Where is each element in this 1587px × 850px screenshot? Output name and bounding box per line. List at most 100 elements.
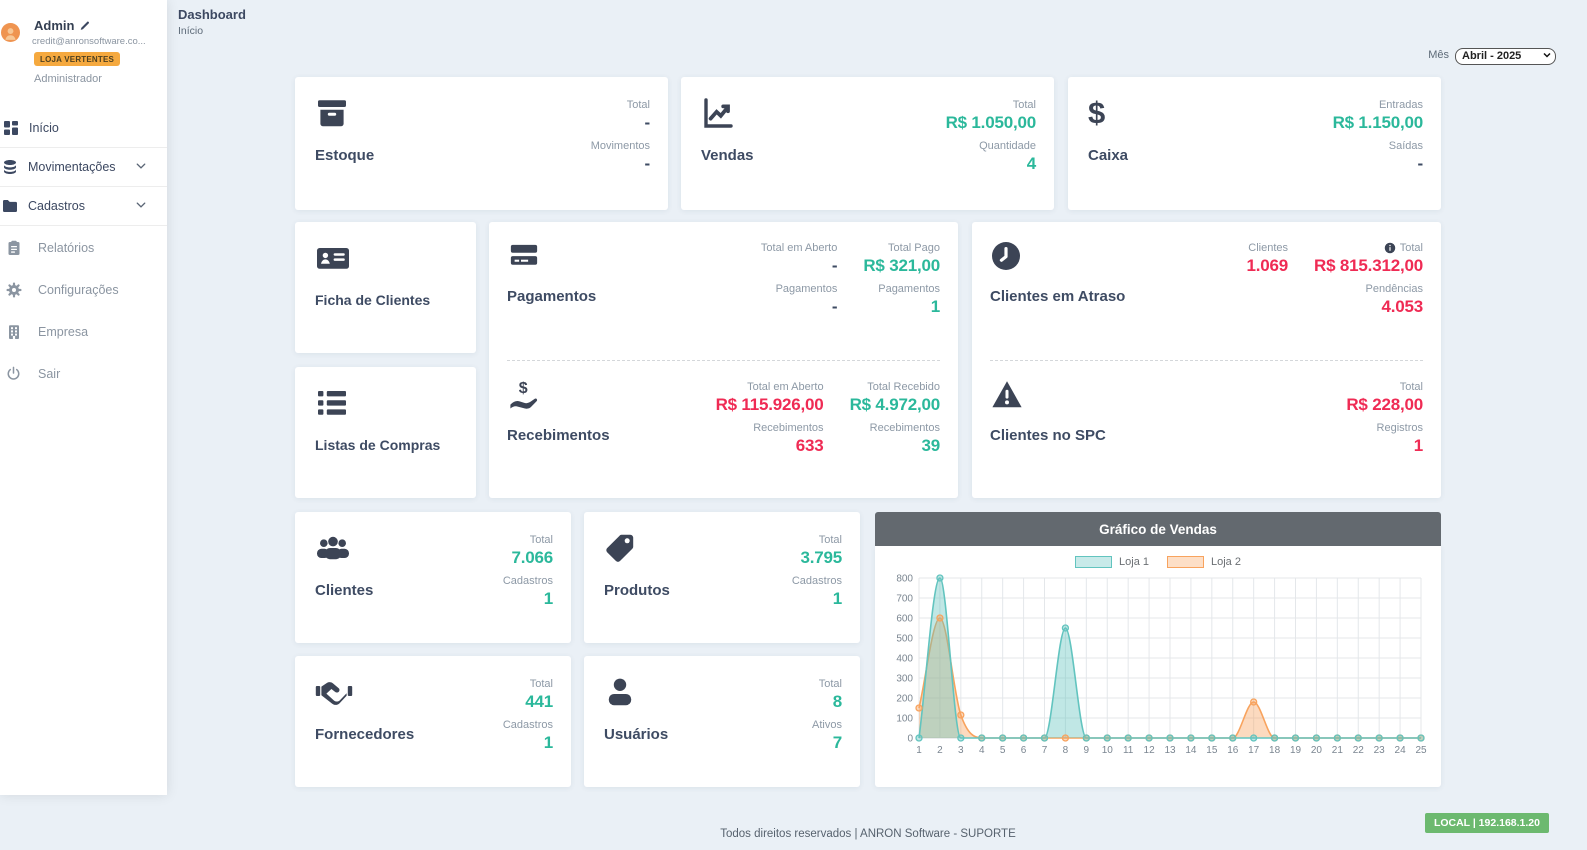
card-title: Clientes no SPC	[990, 427, 1106, 444]
sidebar-item-movimentacoes[interactable]: Movimentações	[0, 148, 167, 187]
svg-text:600: 600	[896, 614, 913, 625]
stat-value: R$ 4.972,00	[849, 395, 941, 414]
svg-text:12: 12	[1144, 745, 1156, 756]
card-title: Estoque	[315, 147, 375, 164]
sales-chart-card: Loja 1 Loja 2 0 100 200 300 400 500 600 700 800 1…	[875, 546, 1441, 787]
svg-text:15: 15	[1206, 745, 1218, 756]
power-icon	[6, 366, 22, 382]
stat-value: R$ 1.150,00	[1332, 113, 1424, 132]
stat-value: -	[1417, 154, 1424, 173]
stat-value: 4	[1026, 154, 1036, 173]
sidebar-item-sair[interactable]: Sair	[0, 354, 167, 394]
month-label: Mês	[1428, 48, 1449, 61]
stat-label: Quantidade	[979, 140, 1036, 152]
svg-text:25: 25	[1415, 745, 1427, 756]
user-profile: Admin credit@anronsoftware.co... LOJA VE…	[0, 0, 167, 95]
chart-title: Gráfico de Vendas	[1099, 521, 1217, 537]
grid-icon	[3, 120, 19, 136]
card-title: Caixa	[1088, 147, 1129, 164]
card-title: Produtos	[604, 582, 670, 599]
svg-text:14: 14	[1185, 745, 1197, 756]
stat-label: Registros	[1376, 422, 1423, 434]
stat-label: Ativos	[812, 719, 842, 731]
chart-legend: Loja 1 Loja 2	[875, 546, 1441, 568]
sidebar-item-label: Relatórios	[38, 241, 95, 255]
svg-text:400: 400	[896, 654, 913, 665]
sidebar-item-configuracoes[interactable]: Configurações	[0, 270, 167, 310]
legend-item-loja2[interactable]: Loja 2	[1167, 556, 1241, 568]
archive-box-icon	[315, 97, 374, 133]
stat-label: Pagamentos	[775, 283, 838, 295]
stat-label: Cadastros	[502, 575, 553, 587]
dollar-icon: $	[1088, 95, 1106, 130]
svg-text:0: 0	[907, 734, 913, 745]
svg-text:8: 8	[1063, 745, 1069, 756]
svg-text:5: 5	[1000, 745, 1006, 756]
user-name-row: Admin	[34, 18, 157, 33]
card-title: Fornecedores	[315, 726, 415, 743]
sidebar-item-empresa[interactable]: Empresa	[0, 312, 167, 352]
divider	[507, 360, 940, 361]
stat-value: 1	[1413, 436, 1423, 455]
sidebar-item-label: Configurações	[38, 283, 119, 297]
stat-label: Total	[529, 534, 553, 546]
chart-title-bar: Gráfico de Vendas	[875, 512, 1441, 546]
stat-label: Total	[529, 678, 553, 690]
coins-icon	[2, 159, 18, 175]
svg-text:$: $	[519, 380, 528, 397]
stat-label: Total Pago	[888, 242, 940, 254]
gear-icon	[6, 282, 22, 298]
card-fornecedores: Fornecedores Total 441 Cadastros 1	[295, 656, 571, 787]
stat-label: Clientes	[1248, 242, 1289, 254]
svg-text:3: 3	[958, 745, 964, 756]
stat-value: 441	[525, 692, 553, 711]
svg-text:2: 2	[937, 745, 943, 756]
svg-text:300: 300	[896, 674, 913, 685]
stat-value: 633	[795, 436, 824, 455]
legend-swatch-loja2	[1167, 556, 1204, 568]
info-icon[interactable]	[1384, 242, 1396, 254]
sidebar-item-relatorios[interactable]: Relatórios	[0, 228, 167, 268]
credit-card-icon	[507, 240, 596, 274]
person-avatar-icon	[5, 27, 16, 40]
hand-dollar-icon: $	[507, 379, 610, 413]
svg-text:21: 21	[1332, 745, 1344, 756]
stat-label: Total Recebido	[867, 381, 940, 393]
sidebar-item-label: Empresa	[38, 325, 89, 339]
stat-value: R$ 321,00	[863, 256, 940, 275]
stat-value: 1	[543, 589, 553, 608]
stat-label: Total	[818, 534, 842, 546]
chart-line-icon	[701, 97, 754, 133]
card-ficha-clientes: Ficha de Clientes	[295, 222, 476, 353]
stat-value: R$ 115.926,00	[715, 395, 824, 414]
month-filter: Mês Abril - 2025	[1428, 46, 1556, 65]
svg-text:13: 13	[1164, 745, 1176, 756]
sidebar-item-cadastros[interactable]: Cadastros	[0, 187, 167, 226]
card-estoque: Estoque Total - Movimentos -	[295, 77, 668, 210]
local-ip-badge: LOCAL | 192.168.1.20	[1424, 813, 1549, 833]
month-select[interactable]: Abril - 2025	[1455, 47, 1556, 65]
card-title: Vendas	[701, 147, 754, 164]
stat-label: Total	[1399, 381, 1423, 393]
card-title: Clientes em Atraso	[990, 288, 1126, 305]
legend-item-loja1[interactable]: Loja 1	[1075, 556, 1149, 568]
stat-label: Cadastros	[502, 719, 553, 731]
user-email: credit@anronsoftware.co...	[32, 36, 146, 47]
svg-text:7: 7	[1042, 745, 1048, 756]
page-title: Dashboard	[178, 7, 246, 22]
person-icon	[604, 676, 668, 712]
store-badge: LOJA VERTENTES	[34, 52, 121, 66]
stat-label: Movimentos	[590, 140, 650, 152]
handshake-icon	[315, 676, 414, 712]
stat-value: -	[644, 154, 651, 173]
user-name: Admin	[34, 18, 75, 33]
folder-icon	[2, 198, 18, 214]
edit-pencil-icon[interactable]	[79, 20, 90, 31]
card-title: Usuários	[604, 726, 669, 743]
stat-value: 1	[930, 297, 940, 316]
svg-text:10: 10	[1102, 745, 1114, 756]
stat-value: R$ 228,00	[1346, 395, 1423, 414]
stat-value: -	[831, 297, 838, 316]
card-title: Pagamentos	[507, 288, 597, 305]
sidebar-item-inicio[interactable]: Início	[0, 109, 167, 148]
